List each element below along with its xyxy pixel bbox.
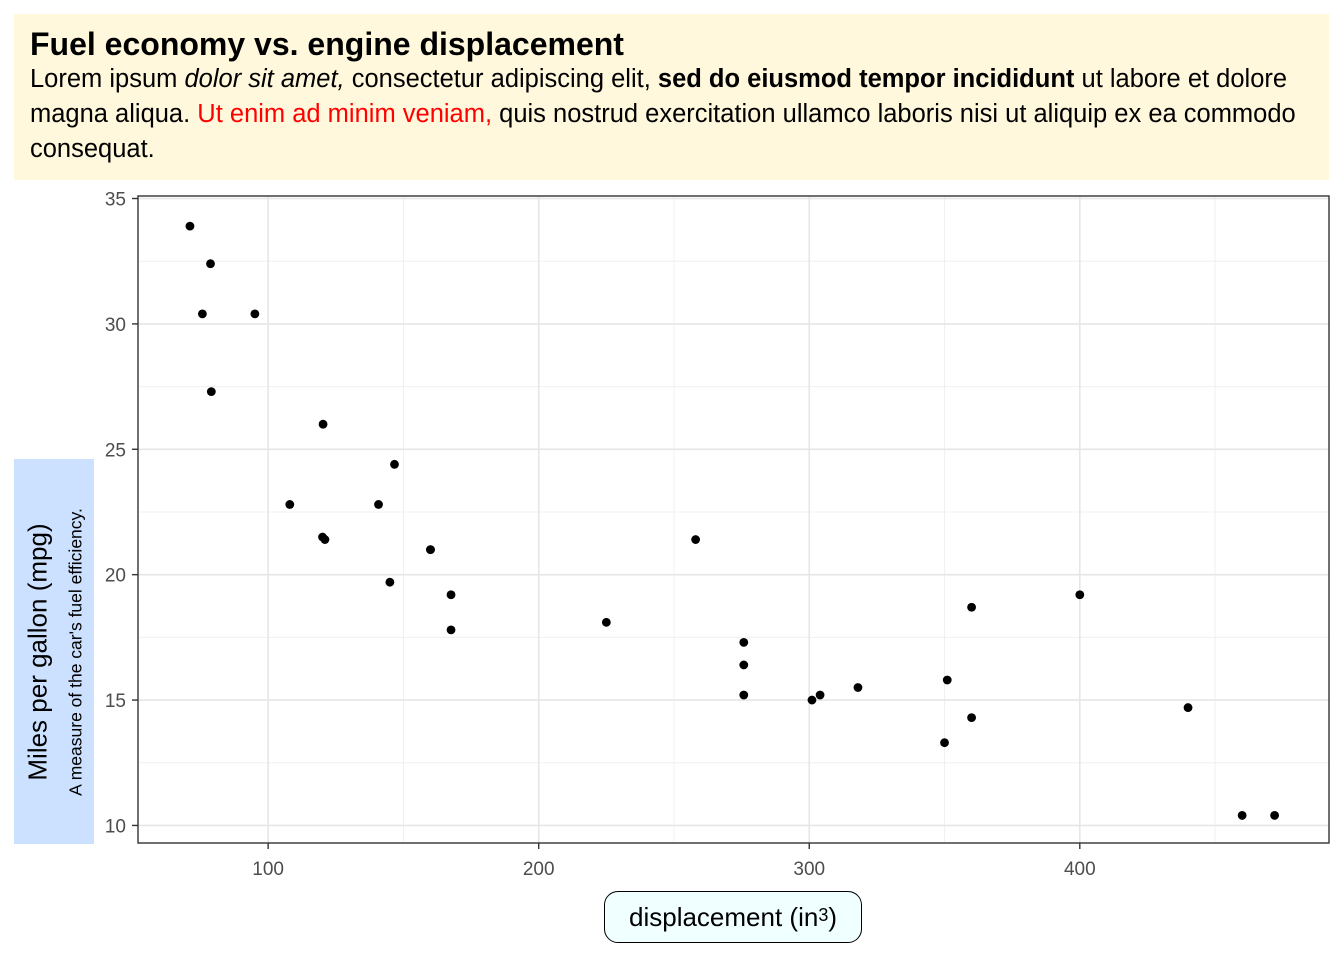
data-point [185,221,195,231]
data-point [739,637,749,647]
data-point [739,690,749,700]
data-point [691,535,701,544]
data-point [446,590,456,600]
data-point [206,259,215,269]
data-point [807,695,817,705]
data-point [285,500,295,509]
x-tick-label: 400 [1064,859,1096,880]
x-axis-title-text: displacement (in [629,901,819,932]
x-axis-title: displacement (in 3) [604,891,862,943]
y-tick-label: 30 [105,315,126,336]
x-axis-title-suffix: ) [828,901,837,932]
y-tick-label: 20 [105,566,126,587]
data-point [320,535,330,544]
subtitle-segment: ut labore et dolore magna aliqua. [30,65,1288,128]
data-point [1183,703,1193,712]
subtitle-segment: dolor sit amet, [184,65,345,93]
data-point [1075,590,1085,600]
x-tick-label: 200 [523,859,555,880]
data-point [967,602,976,612]
subtitle-segment: Ut enim ad minim veniam, [197,100,493,128]
data-point [1237,811,1247,820]
plot-panel [138,196,1329,843]
y-tick-label: 15 [105,691,126,712]
data-point [385,577,395,587]
data-point [967,713,976,723]
subtitle-segment: quis nostrud exercitation ullamco labori… [30,100,1296,163]
data-point [426,545,435,554]
data-point [390,459,399,469]
data-point [197,309,207,319]
title-panel: Fuel economy vs. engine displacement Lor… [14,14,1329,180]
y-tick-label: 35 [105,190,126,211]
data-point [853,683,863,692]
subtitle-segment: sed do eiusmod tempor incididunt [657,65,1075,93]
x-tick-label: 300 [793,859,825,880]
plot-border [137,195,1330,844]
y-axis-label-panel [14,459,94,844]
subtitle-segment: Lorem ipsum [30,65,185,93]
y-tick-label: 10 [105,816,126,837]
data-point [446,625,456,635]
chart-subtitle: Lorem ipsum dolor sit amet, consectetur … [30,62,1313,167]
data-point [206,387,216,397]
data-point [1270,811,1280,820]
data-point [815,690,825,700]
x-tick-label: 100 [252,859,284,880]
data-point [601,617,611,627]
data-point [318,419,328,429]
chart-title: Fuel economy vs. engine displacement [30,26,624,62]
data-point [250,309,260,319]
subtitle-segment: consectetur adipiscing elit, [344,65,658,93]
data-point [940,738,949,748]
data-point [942,675,952,685]
y-tick-label: 25 [105,440,126,461]
data-point [739,660,749,670]
x-axis-title-superscript: 3 [818,904,829,925]
data-point [374,500,383,509]
